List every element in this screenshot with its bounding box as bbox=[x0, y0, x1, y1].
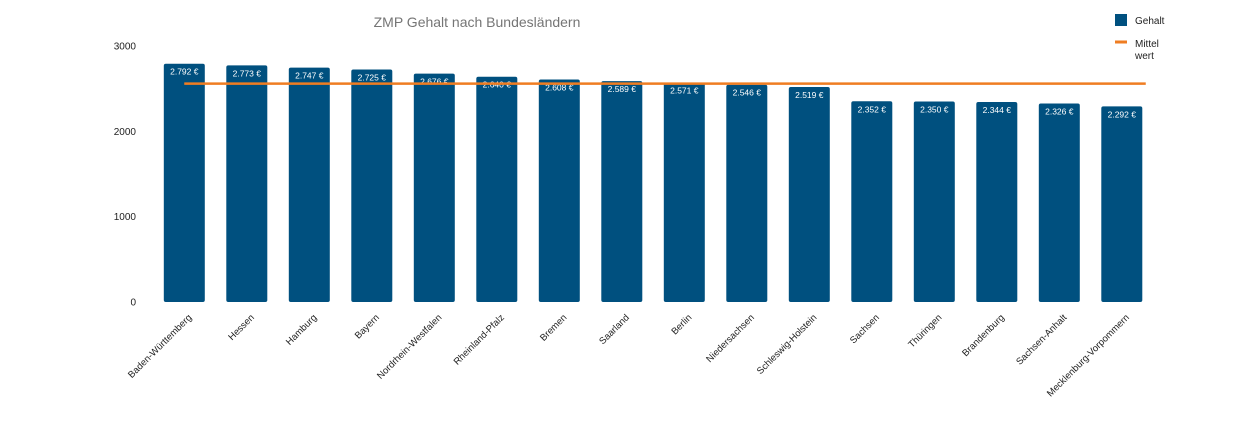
y-tick-label: 1000 bbox=[114, 212, 137, 223]
legend-swatch-bar bbox=[1115, 14, 1127, 26]
chart-title: ZMP Gehalt nach Bundesländern bbox=[374, 14, 581, 30]
bar bbox=[976, 102, 1018, 302]
bar-value-label: 2.725 € bbox=[358, 73, 387, 83]
y-tick-label: 0 bbox=[130, 298, 136, 309]
bar bbox=[288, 67, 330, 302]
bar bbox=[351, 69, 393, 302]
x-tick-label: Thüringen bbox=[906, 312, 944, 350]
bar-value-label: 2.571 € bbox=[670, 86, 699, 96]
bar-value-label: 2.792 € bbox=[170, 67, 199, 77]
legend-label: Mittel bbox=[1135, 39, 1159, 50]
x-tick-label: Baden-Württemberg bbox=[126, 312, 194, 380]
bar-value-label: 2.589 € bbox=[608, 84, 637, 94]
bar bbox=[726, 84, 768, 302]
bar-value-label: 2.292 € bbox=[1108, 109, 1137, 119]
bar bbox=[226, 65, 268, 303]
bar-value-label: 2.546 € bbox=[733, 88, 762, 98]
bar-value-label: 2.676 € bbox=[420, 77, 449, 87]
x-tick-label: Brandenburg bbox=[960, 312, 1007, 359]
x-tick-label: Hessen bbox=[226, 312, 257, 343]
y-axis: 0 1000 2000 3000 bbox=[114, 42, 137, 309]
x-tick-label: Hamburg bbox=[284, 312, 319, 347]
bar bbox=[538, 79, 580, 302]
bar-value-label: 2.773 € bbox=[233, 68, 262, 78]
bar bbox=[1101, 106, 1143, 303]
x-tick-label: Sachsen-Anhalt bbox=[1014, 312, 1069, 367]
x-tick-label: Schleswig-Holstein bbox=[755, 312, 820, 377]
x-axis: Baden-Württemberg Hessen Hamburg BayernNord… bbox=[126, 312, 1132, 399]
bar bbox=[913, 101, 955, 302]
x-tick-label: Saarland bbox=[597, 312, 632, 347]
bar-value-label: 2.344 € bbox=[983, 105, 1012, 115]
bar-value-label: 2.519 € bbox=[795, 90, 824, 100]
data-labels: 2.792 €2.773 €2.747 €2.725 €2.676 €2.640… bbox=[170, 67, 1136, 120]
bar-value-label: 2.352 € bbox=[858, 104, 887, 114]
legend-label: wert bbox=[1134, 51, 1154, 62]
bar-value-label: 2.326 € bbox=[1045, 107, 1074, 117]
x-tick-label: Rheinland-Pfalz bbox=[452, 312, 507, 367]
x-tick-label: Nordrhein-Westfalen bbox=[375, 312, 444, 381]
bar bbox=[163, 63, 205, 303]
bars bbox=[163, 63, 1143, 303]
bar bbox=[413, 73, 455, 302]
bar bbox=[851, 101, 893, 302]
bar-value-label: 2.350 € bbox=[920, 105, 949, 115]
x-tick-label: Sachsen bbox=[848, 312, 882, 346]
x-tick-label: Bremen bbox=[538, 312, 569, 343]
bar-value-label: 2.747 € bbox=[295, 71, 324, 81]
y-tick-label: 2000 bbox=[114, 127, 137, 138]
bar bbox=[476, 76, 518, 302]
x-tick-label: Niedersachsen bbox=[704, 312, 757, 365]
legend-label: Gehalt bbox=[1135, 16, 1165, 27]
bar bbox=[1038, 103, 1080, 302]
bar bbox=[663, 82, 705, 302]
x-tick-label: Berlin bbox=[669, 312, 694, 337]
bar bbox=[788, 87, 830, 302]
y-tick-label: 3000 bbox=[114, 42, 137, 53]
x-tick-label: Bayern bbox=[353, 312, 382, 341]
bar-value-label: 2.608 € bbox=[545, 83, 574, 93]
bar bbox=[601, 81, 643, 302]
